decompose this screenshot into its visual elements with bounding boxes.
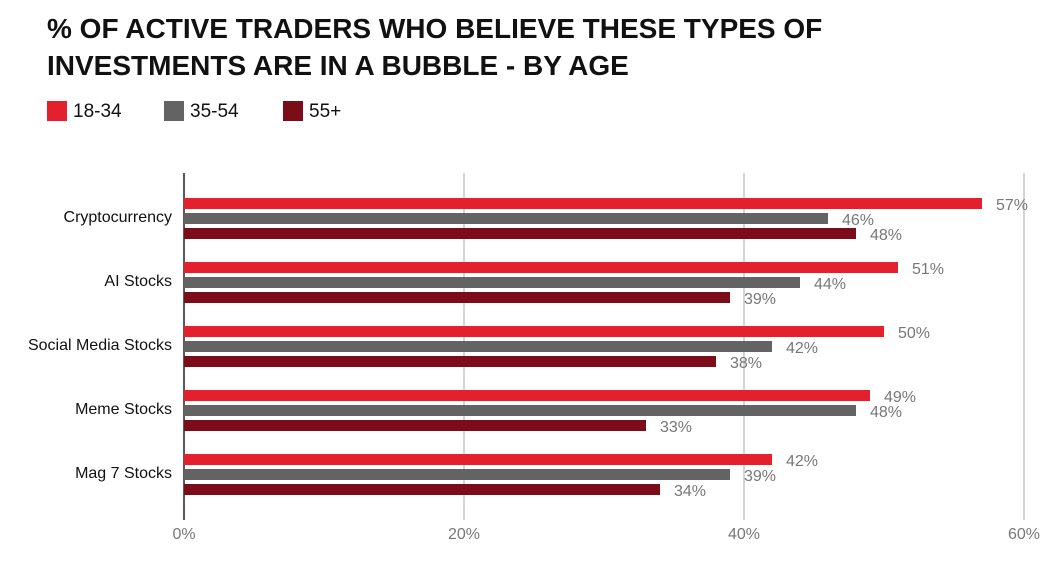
bar: [184, 484, 660, 495]
legend-swatch: [283, 101, 303, 121]
x-tick-label: 60%: [1008, 526, 1040, 543]
value-label: 57%: [996, 197, 1028, 214]
bar: [184, 326, 884, 337]
x-tick-label: 0%: [172, 526, 195, 543]
legend-swatch: [164, 101, 184, 121]
bar: [184, 213, 828, 224]
bar: [184, 356, 716, 367]
legend-label: 35-54: [190, 101, 239, 122]
bar: [184, 454, 772, 465]
value-label: 39%: [744, 291, 776, 308]
value-label: 48%: [870, 404, 902, 421]
bar: [184, 420, 646, 431]
bar: [184, 405, 856, 416]
value-label: 49%: [884, 389, 916, 406]
value-label: 50%: [898, 325, 930, 342]
legend-swatch: [47, 101, 67, 121]
legend-label: 55+: [309, 101, 341, 122]
value-label: 38%: [730, 355, 762, 372]
bar: [184, 262, 898, 273]
legend-label: 18-34: [73, 101, 122, 122]
bar: [184, 228, 856, 239]
bar: [184, 292, 730, 303]
value-label: 44%: [814, 276, 846, 293]
value-label: 51%: [912, 261, 944, 278]
y-tick-label: AI Stocks: [104, 273, 172, 290]
value-label: 46%: [842, 212, 874, 229]
bar: [184, 341, 772, 352]
y-tick-label: Social Media Stocks: [28, 337, 172, 354]
bar: [184, 390, 870, 401]
bar: [184, 277, 800, 288]
x-tick-label: 40%: [728, 526, 760, 543]
bar: [184, 469, 730, 480]
value-label: 48%: [870, 227, 902, 244]
value-label: 42%: [786, 340, 818, 357]
y-tick-label: Mag 7 Stocks: [75, 465, 172, 482]
y-tick-label: Cryptocurrency: [64, 209, 172, 226]
value-label: 33%: [660, 419, 692, 436]
value-label: 39%: [744, 468, 776, 485]
chart-title: % OF ACTIVE TRADERS WHO BELIEVE THESE TY…: [47, 13, 823, 81]
value-label: 42%: [786, 453, 818, 470]
x-tick-label: 20%: [448, 526, 480, 543]
y-tick-label: Meme Stocks: [75, 401, 172, 418]
bar: [184, 198, 982, 209]
value-label: 34%: [674, 483, 706, 500]
